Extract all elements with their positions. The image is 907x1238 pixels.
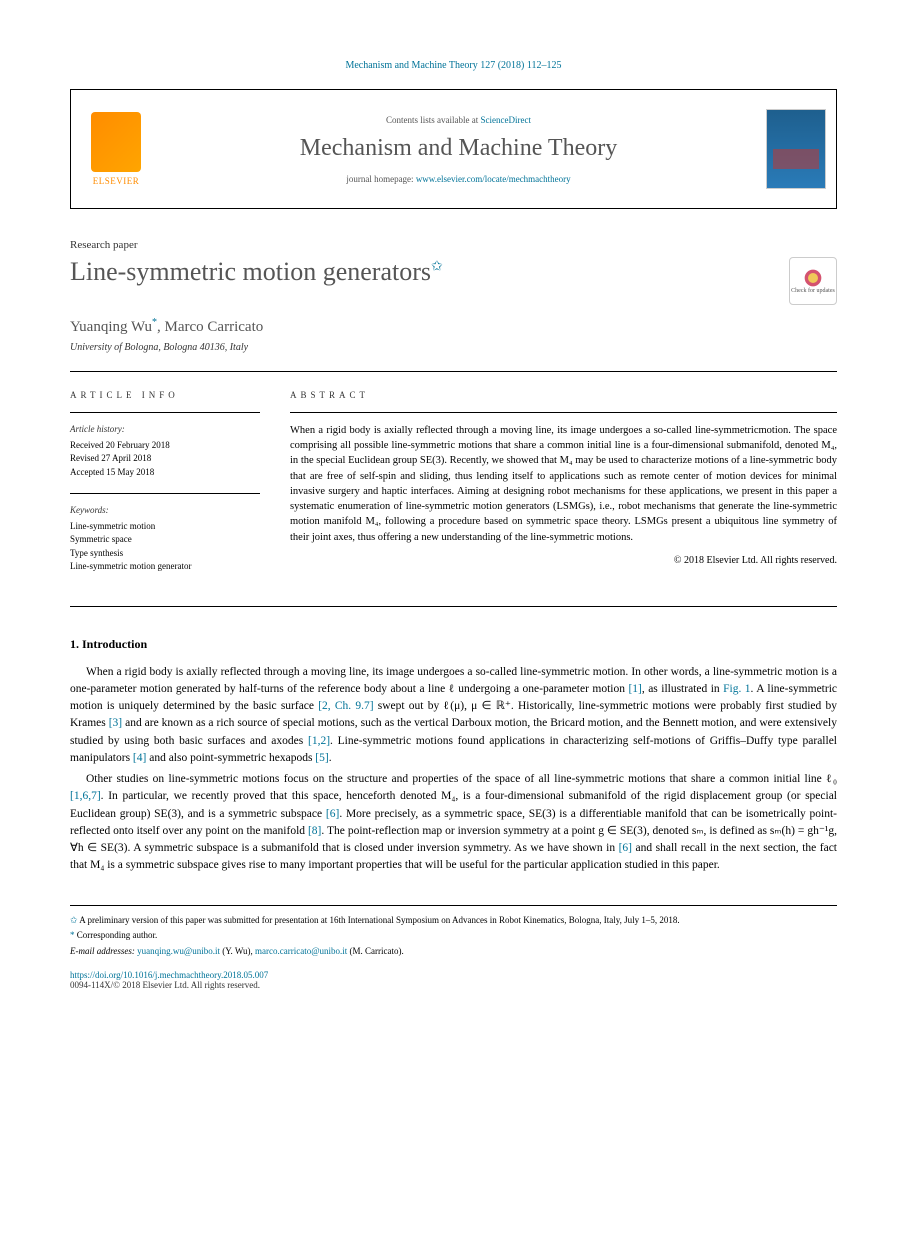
email-2-name: (M. Carricato). (347, 946, 403, 956)
email-1-name: (Y. Wu), (220, 946, 255, 956)
intro-paragraph-2: Other studies on line-symmetric motions … (70, 771, 837, 875)
ref-link-7[interactable]: [1,6,7] (70, 790, 101, 802)
history-heading: Article history: (70, 423, 260, 437)
footnote-1-text: A preliminary version of this paper was … (79, 915, 679, 925)
email-link-2[interactable]: marco.carricato@unibo.it (255, 946, 347, 956)
info-divider-2 (70, 493, 260, 494)
footnote-2-text: Corresponding author. (77, 930, 158, 940)
footnote-asterisk-icon: * (70, 930, 77, 940)
check-updates-badge[interactable]: Check for updates (789, 257, 837, 305)
ref-link-10[interactable]: [6] (619, 842, 632, 854)
elsevier-tree-icon (91, 112, 141, 172)
homepage-prefix: journal homepage: (346, 174, 415, 184)
abstract-heading: ABSTRACT (290, 390, 837, 400)
updates-badge-label: Check for updates (791, 288, 835, 294)
journal-title: Mechanism and Machine Theory (300, 135, 617, 162)
ref-link-3[interactable]: [3] (109, 717, 122, 729)
journal-header-box: ELSEVIER Contents lists available at Sci… (70, 89, 837, 209)
updates-icon (803, 268, 823, 288)
doi-line: https://doi.org/10.1016/j.mechmachtheory… (70, 970, 837, 980)
keyword-2: Symmetric space (70, 533, 260, 547)
header-center: Contents lists available at ScienceDirec… (161, 90, 756, 208)
ref-link-2[interactable]: [2, Ch. 9.7] (318, 700, 373, 712)
abstract-column: ABSTRACT When a rigid body is axially re… (290, 390, 837, 588)
title-text: Line-symmetric motion generators (70, 257, 431, 286)
ref-link-9[interactable]: [8] (308, 825, 321, 837)
accepted-date: Accepted 15 May 2018 (70, 466, 260, 480)
journal-cover-thumbnail (766, 109, 826, 189)
affiliation: University of Bologna, Bologna 40136, It… (70, 342, 837, 353)
abstract-text: When a rigid body is axially reflected t… (290, 423, 837, 545)
intro-paragraph-1: When a rigid body is axially reflected t… (70, 664, 837, 768)
email-prefix: E-mail addresses: (70, 946, 137, 956)
article-type-label: Research paper (70, 239, 837, 251)
journal-cover-cell (756, 90, 836, 208)
p1-text-h: . (329, 752, 332, 764)
publisher-name: ELSEVIER (93, 176, 140, 186)
keywords-heading: Keywords: (70, 504, 260, 518)
keyword-3: Type synthesis (70, 547, 260, 561)
contents-available-line: Contents lists available at ScienceDirec… (386, 115, 531, 125)
author-1: Yuanqing Wu (70, 319, 152, 335)
ref-link-5[interactable]: [4] (133, 752, 146, 764)
homepage-link[interactable]: www.elsevier.com/locate/mechmachtheory (416, 174, 571, 184)
title-footnote-star: ✩ (431, 259, 443, 274)
footnote-2: * Corresponding author. (70, 929, 837, 943)
sciencedirect-link[interactable]: ScienceDirect (481, 115, 531, 125)
revised-date: Revised 27 April 2018 (70, 452, 260, 466)
p1-text-b: , as illustrated in (642, 683, 723, 695)
email-link-1[interactable]: yuanqing.wu@unibo.it (137, 946, 220, 956)
footnotes-block: ✩ A preliminary version of this paper wa… (70, 905, 837, 959)
ref-link-6[interactable]: [5] (315, 752, 328, 764)
section-1-heading: 1. Introduction (70, 637, 837, 652)
article-info-heading: ARTICLE INFO (70, 390, 260, 400)
issn-copyright-line: 0094-114X/© 2018 Elsevier Ltd. All right… (70, 980, 837, 990)
p1-text-g: and also point-symmetric hexapods (146, 752, 315, 764)
p2-text-a: Other studies on line-symmetric motions … (86, 773, 837, 785)
author-2: Marco Carricato (165, 319, 264, 335)
received-date: Received 20 February 2018 (70, 439, 260, 453)
divider-bottom (70, 606, 837, 607)
footnote-1: ✩ A preliminary version of this paper wa… (70, 914, 837, 928)
ref-link-4[interactable]: [1,2] (308, 735, 330, 747)
homepage-line: journal homepage: www.elsevier.com/locat… (346, 174, 570, 184)
ref-link-1[interactable]: [1] (628, 683, 641, 695)
journal-reference-header: Mechanism and Machine Theory 127 (2018) … (70, 60, 837, 71)
keyword-1: Line-symmetric motion (70, 520, 260, 534)
footnote-star-icon: ✩ (70, 915, 79, 925)
authors-line: Yuanqing Wu*, Marco Carricato (70, 317, 837, 336)
abstract-copyright: © 2018 Elsevier Ltd. All rights reserved… (290, 555, 837, 566)
publisher-logo-cell: ELSEVIER (71, 90, 161, 208)
article-title: Line-symmetric motion generators✩ (70, 257, 443, 287)
keyword-4: Line-symmetric motion generator (70, 560, 260, 574)
abstract-divider (290, 412, 837, 413)
author-sep: , (157, 319, 165, 335)
footnote-emails: E-mail addresses: yuanqing.wu@unibo.it (… (70, 945, 837, 959)
article-info-column: ARTICLE INFO Article history: Received 2… (70, 390, 260, 588)
info-divider-1 (70, 412, 260, 413)
ref-link-8[interactable]: [6] (326, 808, 339, 820)
fig-1-link[interactable]: Fig. 1 (723, 683, 750, 695)
contents-prefix: Contents lists available at (386, 115, 480, 125)
doi-link[interactable]: https://doi.org/10.1016/j.mechmachtheory… (70, 970, 268, 980)
